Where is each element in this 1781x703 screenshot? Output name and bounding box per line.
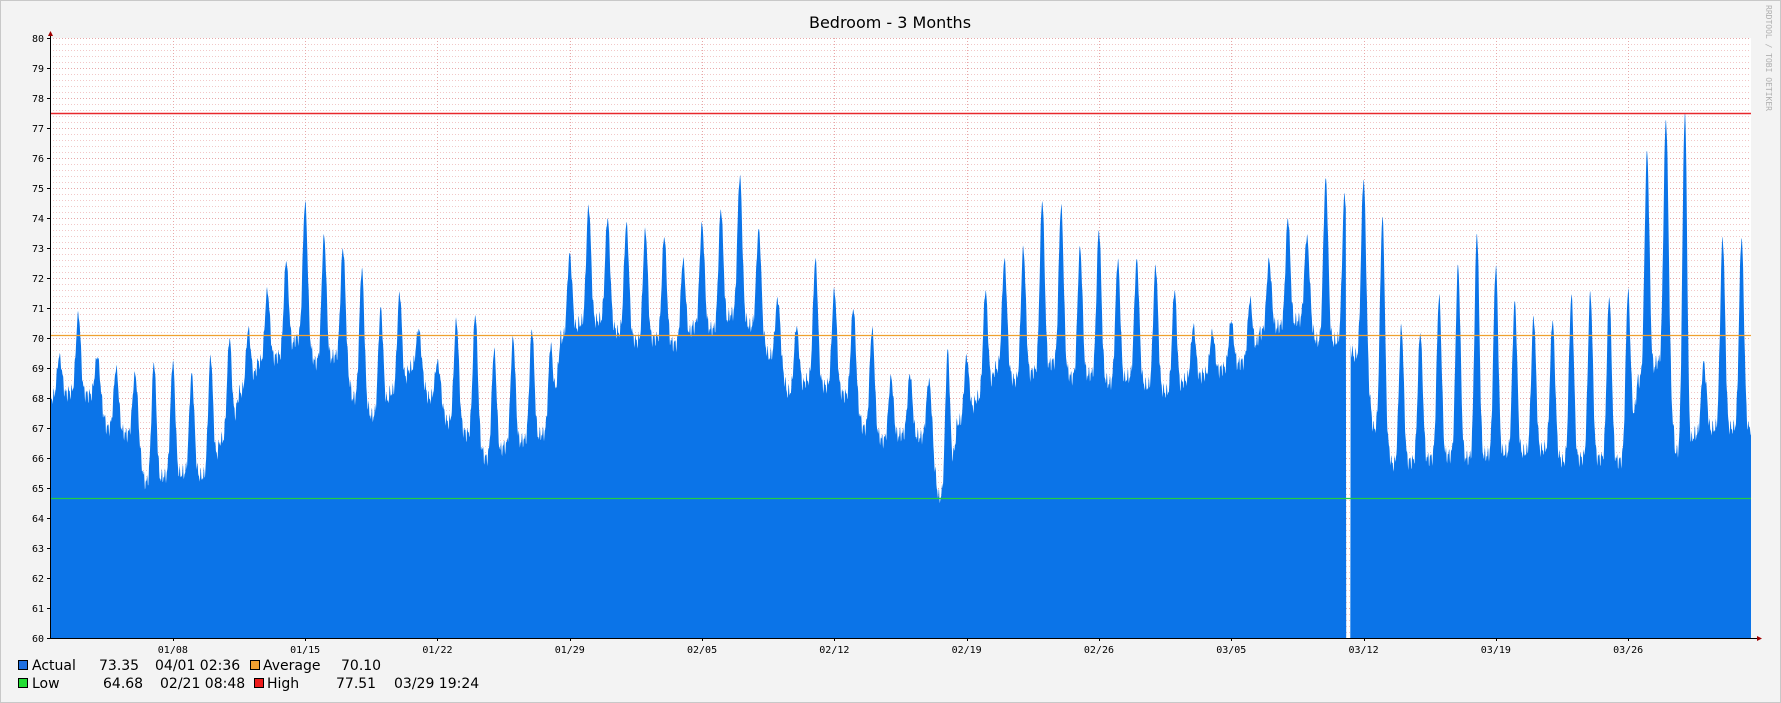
legend-value-high: 77.51 — [336, 676, 377, 692]
y-tick-label: 78 — [32, 94, 44, 105]
x-tick-label: 03/26 — [1613, 645, 1643, 656]
y-tick-label: 72 — [32, 274, 44, 285]
y-tick-label: 60 — [32, 634, 44, 645]
legend-value-low: 64.68 — [103, 676, 144, 692]
y-tick-label: 64 — [32, 514, 44, 525]
legend-value-average: 70.10 — [341, 658, 382, 674]
y-tick-label: 71 — [32, 304, 44, 315]
x-tick-label: 03/19 — [1481, 645, 1511, 656]
y-tick-label: 76 — [32, 154, 44, 165]
y-tick-label: 61 — [32, 604, 44, 615]
x-tick-label: 02/26 — [1084, 645, 1114, 656]
legend-label-low: Low — [32, 676, 60, 692]
x-tick-label: 02/05 — [687, 645, 717, 656]
y-tick-label: 74 — [32, 214, 44, 225]
y-tick-label: 77 — [32, 124, 44, 135]
y-tick-label: 67 — [32, 424, 44, 435]
x-axis-arrow — [1757, 636, 1762, 641]
y-tick-label: 63 — [32, 544, 44, 555]
legend-time-low: 02/21 08:48 — [160, 676, 246, 692]
watermark: RRDTOOL / TOBI OETIKER — [1764, 5, 1773, 111]
legend-label-actual: Actual — [32, 658, 76, 674]
legend-label-high: High — [267, 676, 300, 692]
legend-time-actual: 04/01 02:36 — [155, 658, 241, 674]
legend-swatch-high — [254, 678, 264, 688]
y-tick-label: 75 — [32, 184, 44, 195]
x-tick-label: 02/12 — [819, 645, 849, 656]
y-tick-label: 65 — [32, 484, 44, 495]
y-tick-label: 69 — [32, 364, 44, 375]
x-tick-label: 01/08 — [158, 645, 188, 656]
y-tick-label: 68 — [32, 394, 44, 405]
y-tick-label: 79 — [32, 64, 44, 75]
legend-swatch-low — [18, 678, 28, 688]
y-tick-label: 62 — [32, 574, 44, 585]
y-tick-label: 80 — [32, 34, 44, 45]
y-tick-label: 73 — [32, 244, 44, 255]
legend-swatch-average — [250, 660, 260, 670]
x-tick-label: 01/22 — [422, 645, 452, 656]
legend-time-high: 03/29 19:24 — [394, 676, 480, 692]
x-tick-label: 01/29 — [555, 645, 585, 656]
y-tick-label: 70 — [32, 334, 44, 345]
y-axis-arrow — [48, 31, 53, 36]
x-tick-label: 01/15 — [290, 645, 320, 656]
x-tick-label: 03/05 — [1216, 645, 1246, 656]
legend-value-actual: 73.35 — [99, 658, 140, 674]
legend-swatch-actual — [18, 660, 28, 670]
chart-title: Bedroom - 3 Months — [809, 13, 971, 32]
legend-label-average: Average — [263, 658, 321, 674]
series-area-actual — [50, 113, 1751, 638]
y-tick-label: 66 — [32, 454, 44, 465]
x-tick-label: 02/19 — [952, 645, 982, 656]
x-tick-label: 03/12 — [1348, 645, 1378, 656]
